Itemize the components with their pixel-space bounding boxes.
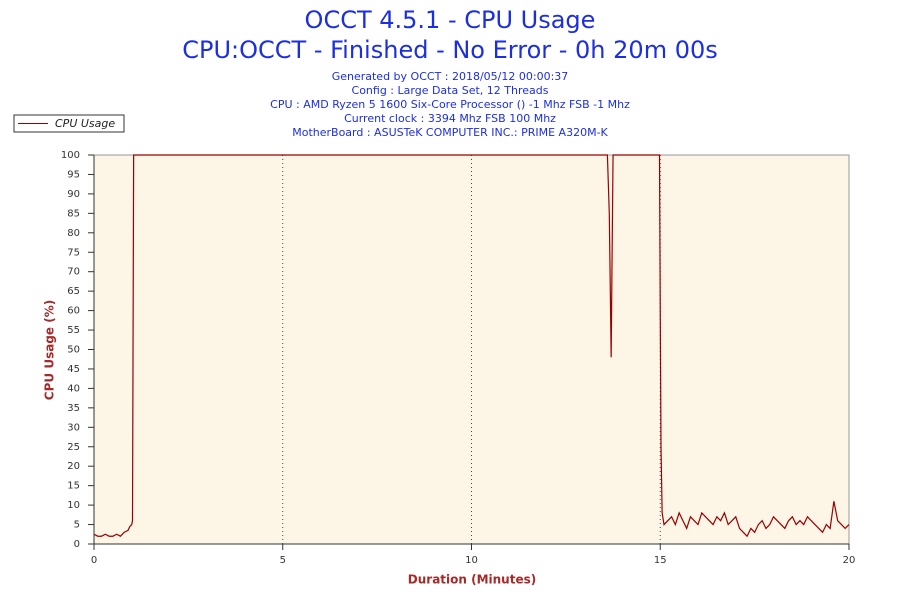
chart-subtitle: CPU:OCCT - Finished - No Error - 0h 20m … <box>182 36 718 64</box>
y-tick-label: 50 <box>67 345 80 356</box>
info-line: Current clock : 3394 Mhz FSB 100 Mhz <box>344 112 556 125</box>
data-line <box>93 154 850 538</box>
y-tick-label: 65 <box>67 286 80 297</box>
y-tick-label: 85 <box>67 208 80 219</box>
x-axis-label: Duration (Minutes) <box>408 573 536 587</box>
info-line: CPU : AMD Ryzen 5 1600 Six-Core Processo… <box>270 98 630 111</box>
x-tick-label: 10 <box>465 555 478 566</box>
y-tick-label: 75 <box>67 247 80 258</box>
y-tick-label: 20 <box>67 461 80 472</box>
y-tick-label: 60 <box>67 306 80 317</box>
y-tick-label: 90 <box>67 189 80 200</box>
y-tick-label: 10 <box>67 500 80 511</box>
y-tick-label: 100 <box>61 150 80 161</box>
y-axis-label: CPU Usage (%) <box>43 300 57 400</box>
legend-box <box>13 114 125 133</box>
chart-title: OCCT 4.5.1 - CPU Usage <box>305 6 596 34</box>
y-tick-label: 45 <box>67 364 80 375</box>
y-tick-label: 95 <box>67 169 80 180</box>
x-tick-label: 15 <box>654 555 667 566</box>
legend-label: CPU Usage <box>55 117 115 130</box>
info-line: MotherBoard : ASUSTeK COMPUTER INC.: PRI… <box>292 126 608 139</box>
x-tick-label: 20 <box>843 555 856 566</box>
y-tick-label: 30 <box>67 422 80 433</box>
y-tick-label: 70 <box>67 267 80 278</box>
y-tick-label: 40 <box>67 383 80 394</box>
y-tick-label: 35 <box>67 403 80 414</box>
x-tick-label: 5 <box>280 555 286 566</box>
y-tick-label: 55 <box>67 325 80 336</box>
info-line: Generated by OCCT : 2018/05/12 00:00:37 <box>332 70 569 83</box>
y-tick-label: 5 <box>74 520 80 531</box>
y-tick-label: 15 <box>67 481 80 492</box>
y-tick-label: 80 <box>67 228 80 239</box>
x-tick-label: 0 <box>91 555 97 566</box>
y-tick-label: 0 <box>74 539 80 550</box>
y-tick-label: 25 <box>67 442 80 453</box>
plot-area <box>93 154 850 545</box>
info-line: Config : Large Data Set, 12 Threads <box>352 84 549 97</box>
